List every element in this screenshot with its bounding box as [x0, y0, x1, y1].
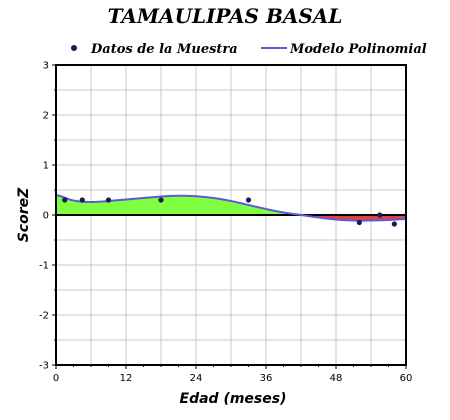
y-tick-label: -1	[39, 261, 49, 272]
y-axis-label: ScoreZ	[16, 187, 32, 242]
x-tick-label: 36	[260, 373, 273, 384]
x-tick-label: 24	[190, 373, 203, 384]
data-point	[158, 197, 164, 203]
x-tick-label: 48	[330, 373, 343, 384]
y-tick-label: -2	[39, 311, 49, 322]
y-tick-label: 3	[43, 61, 49, 72]
data-point	[62, 197, 68, 203]
data-point	[79, 197, 85, 203]
legend-label-model: Modelo Polinomial	[289, 42, 427, 57]
data-point	[105, 197, 112, 203]
y-tick-label: 2	[43, 111, 49, 122]
x-tick-label: 12	[120, 373, 133, 384]
data-point	[356, 219, 362, 226]
model-line	[55, 194, 407, 222]
data-point	[245, 197, 252, 203]
legend-marker-icon	[71, 45, 77, 51]
area-below-zero	[56, 215, 406, 221]
y-tick-label: 0	[43, 211, 49, 222]
legend-label-data: Datos de la Muestra	[90, 42, 238, 57]
x-tick-label: 0	[53, 373, 59, 384]
y-tick-label: 1	[43, 161, 49, 172]
chart-title: TAMAULIPAS BASAL	[108, 4, 343, 28]
legend: Datos de la Muestra Modelo Polinomial	[71, 42, 427, 57]
x-axis-label: Edad (meses)	[180, 391, 287, 407]
x-tick-label: 60	[400, 373, 413, 384]
area-above-zero	[56, 195, 406, 215]
data-point	[377, 212, 383, 218]
y-tick-label: -3	[39, 361, 49, 372]
data-point	[391, 221, 397, 227]
